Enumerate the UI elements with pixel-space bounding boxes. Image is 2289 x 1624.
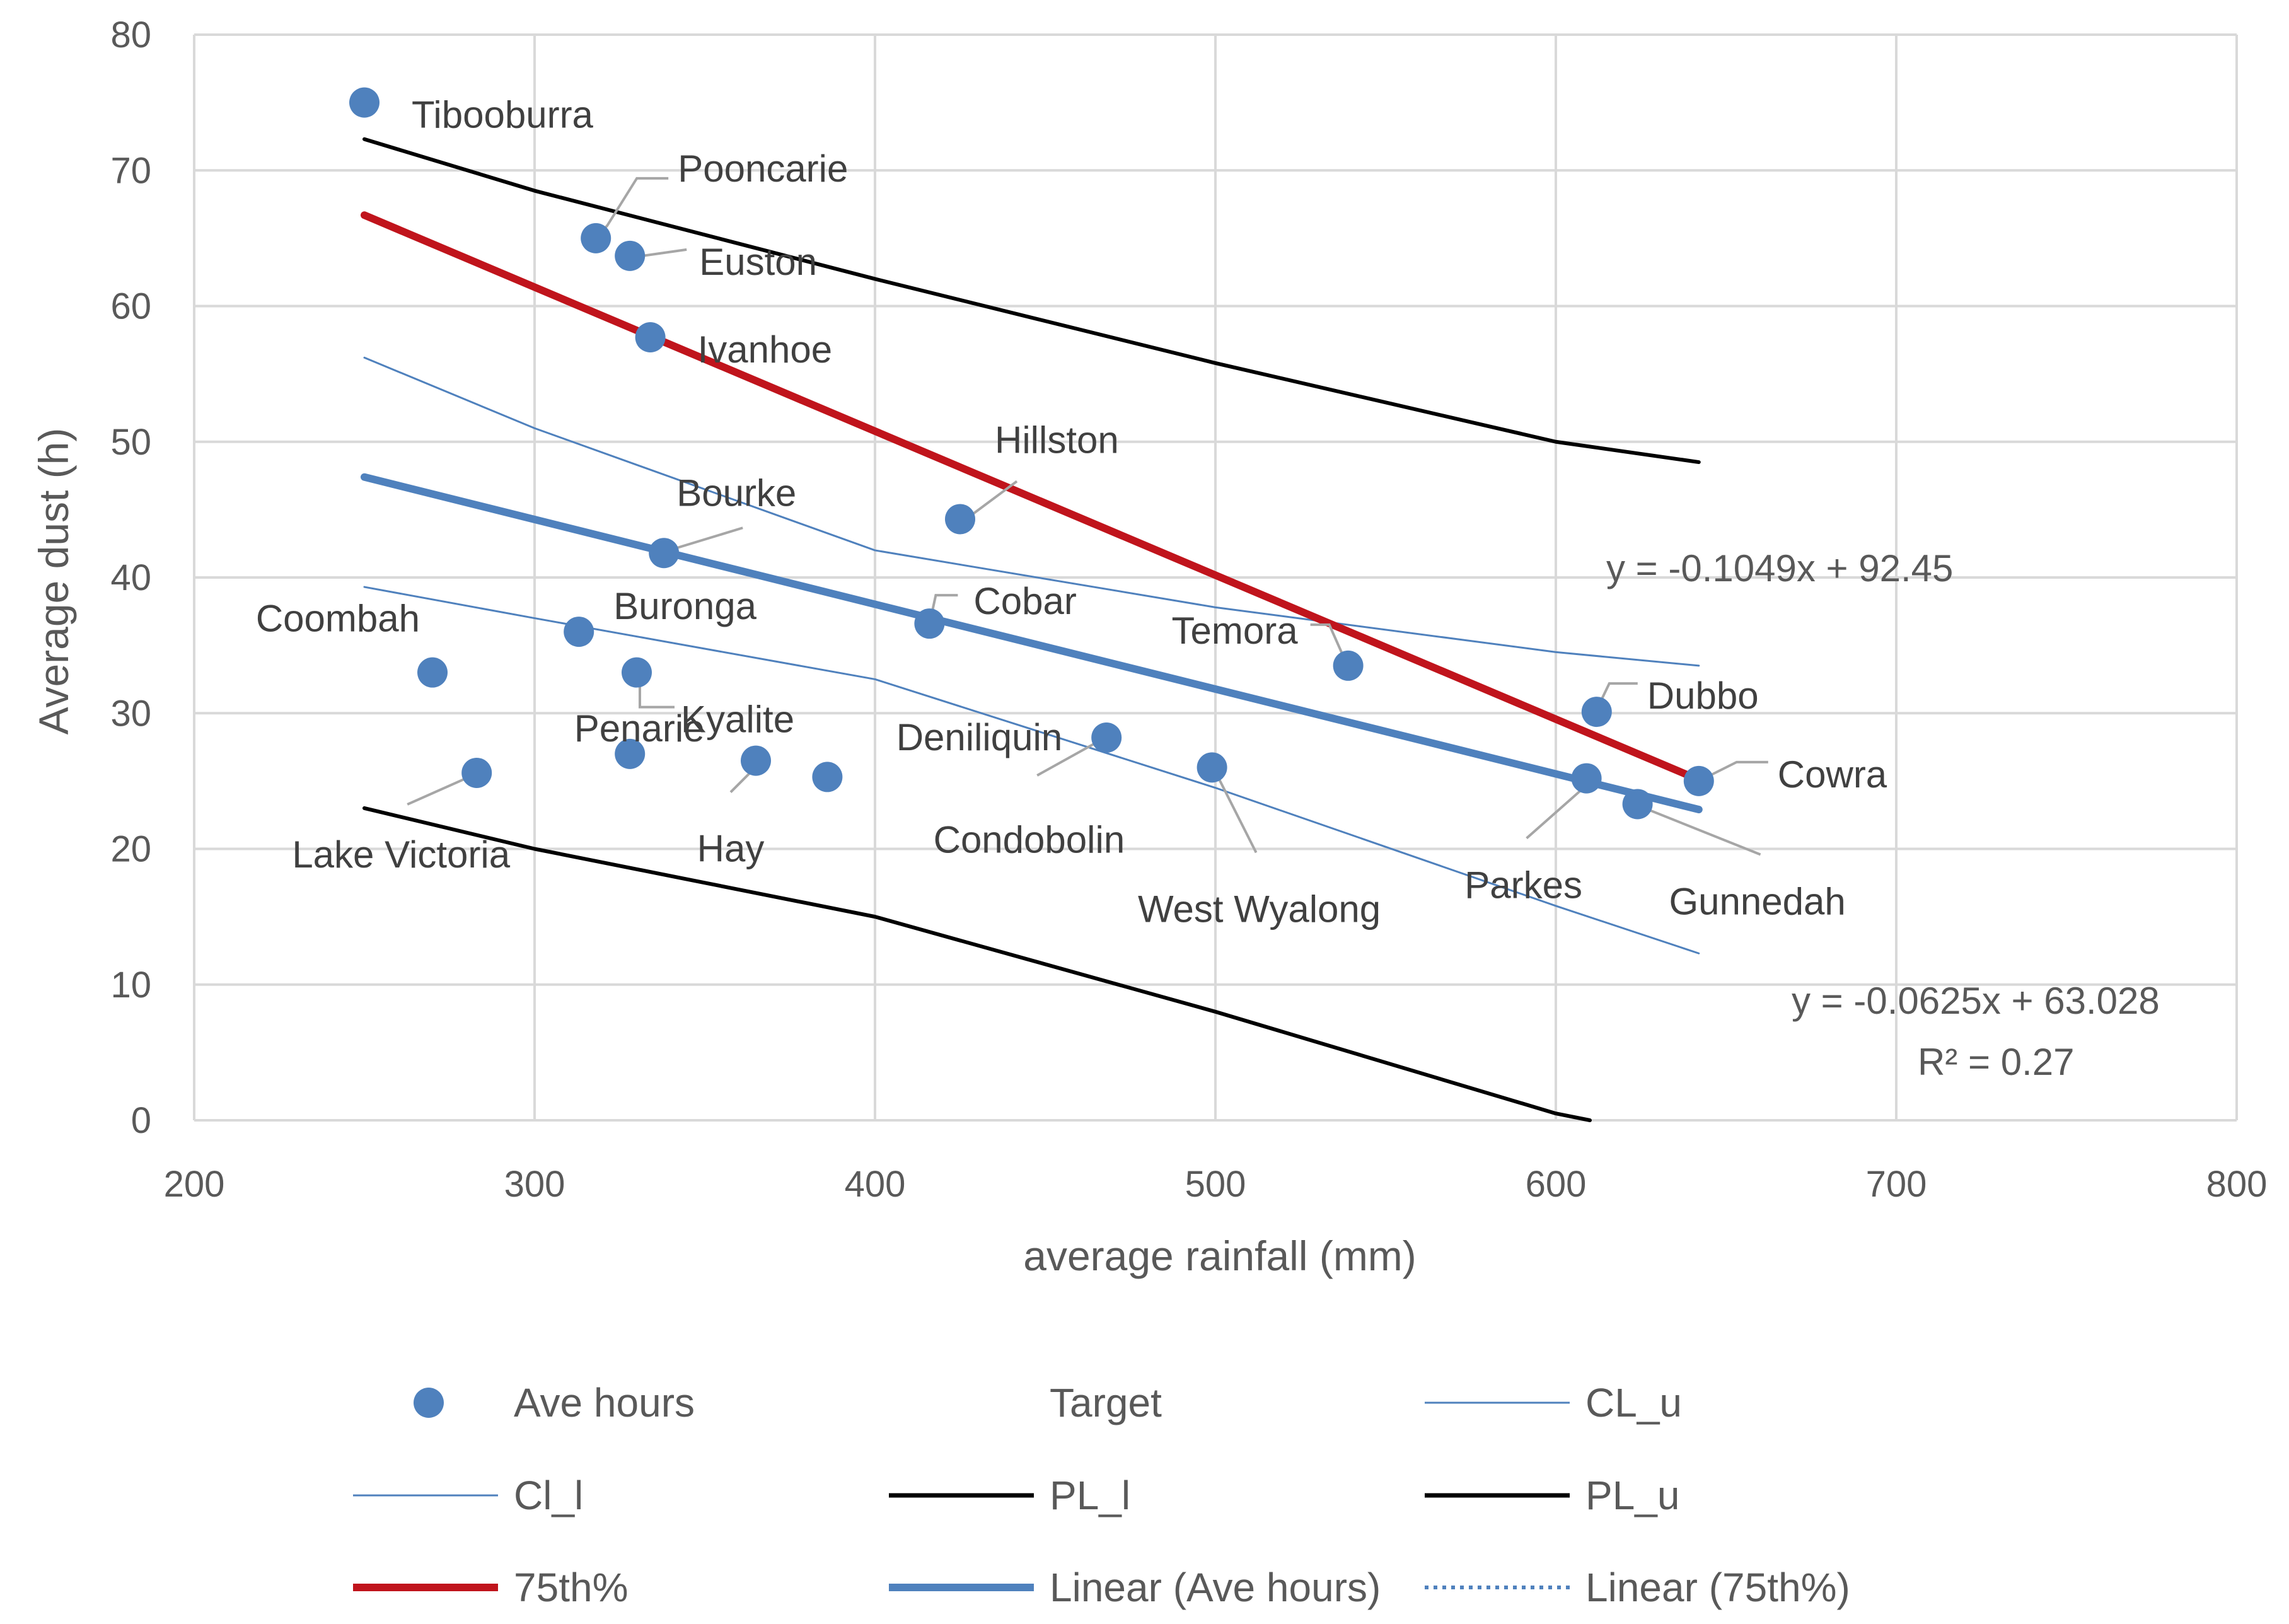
x-tick-label: 200 [164,1164,225,1205]
y-tick-label: 40 [110,557,151,598]
legend-item: PL_l [889,1473,1130,1518]
equation-linear: y = -0.0625x + 63.028 [1792,980,2160,1022]
legend-item: Linear (Ave hours) [889,1565,1381,1610]
point-label: Penarie [574,707,705,750]
y-tick-label: 10 [110,965,151,1006]
y-tick-label: 30 [110,693,151,734]
legend-item: Linear (75th%) [1425,1565,1850,1610]
data-point [1683,765,1714,796]
x-tick-label: 500 [1185,1164,1246,1205]
data-point [1197,752,1227,783]
series-75th [361,211,1703,784]
point-label: Lake Victoria [292,833,510,876]
data-point [622,657,652,688]
data-point [649,538,680,569]
point-label: Cobar [973,580,1076,622]
tick-labels: 200 300 400 500 600 700 800 0 10 20 30 40 50 60 70 80 [110,14,2267,1205]
equation-75th: y = -0.1049x + 92.45 [1606,547,1953,589]
legend-label: Linear (75th%) [1585,1565,1850,1610]
point-label: Tibooburra [412,94,594,136]
data-point [461,757,492,788]
data-point [417,657,448,688]
legend-label: Linear (Ave hours) [1050,1565,1381,1610]
y-tick-label: 0 [131,1100,151,1141]
legend-item: Cl_l [353,1473,583,1518]
data-point [1333,650,1364,681]
legend-label: Target [1050,1380,1162,1425]
x-tick-label: 400 [845,1164,906,1205]
legend-label: CL_u [1585,1380,1682,1425]
point-label: Condobolin [934,818,1125,861]
data-point [1571,763,1602,794]
legend-item: Ave hours [414,1380,695,1425]
r-squared: R² = 0.27 [1918,1041,2074,1083]
y-tick-label: 70 [110,150,151,191]
legend-label: Ave hours [514,1380,695,1425]
point-label: Deniliquin [896,716,1063,758]
series-cl-l [363,586,1700,954]
y-tick-label: 20 [110,829,151,870]
legend-label: PL_u [1585,1473,1679,1518]
x-axis-title: average rainfall (mm) [1023,1232,1417,1279]
x-tick-label: 700 [1866,1164,1927,1205]
point-label: Hay [697,828,765,870]
point-label: Euston [699,241,817,283]
series-linear-ave-hours [361,473,1703,814]
y-tick-label: 50 [110,422,151,463]
data-point [741,745,771,776]
point-label: Buronga [613,585,756,627]
data-point [1091,722,1122,753]
y-tick-label: 80 [110,14,151,55]
data-point [349,87,380,118]
data-point [635,322,666,353]
point-label: Dubbo [1647,675,1759,717]
legend-item: Target [1050,1380,1162,1425]
data-point [812,762,843,792]
data-point [564,617,594,647]
legend: Ave hours Target CL_u Cl_l PL_l PL_u 75th% Line… [353,1380,1850,1610]
legend-item: 75th% [353,1565,628,1610]
series-lines [361,137,1703,1122]
data-point [615,240,646,271]
point-label: Pooncarie [678,148,848,190]
legend-label: PL_l [1050,1473,1130,1518]
data-point [1581,697,1612,728]
point-labels: Tibooburra Pooncarie Euston Ivanhoe Hillston… [256,94,1887,931]
legend-label: 75th% [514,1565,628,1610]
x-tick-label: 800 [2206,1164,2268,1205]
y-tick-label: 60 [110,286,151,327]
data-point [581,223,611,253]
point-label: Coombah [256,598,420,640]
point-label: Cowra [1778,753,1887,796]
data-points [349,87,1714,820]
label-leaders [407,177,1768,856]
x-tick-label: 600 [1526,1164,1587,1205]
series-pl-u [362,137,1701,465]
point-label: Bourke [676,472,796,514]
point-label: Temora [1172,610,1299,652]
point-label: Ivanhoe [698,328,833,371]
data-point [914,608,945,639]
data-point [1622,789,1653,820]
legend-item: PL_u [1425,1473,1679,1518]
x-tick-label: 300 [504,1164,565,1205]
point-label: Parkes [1464,864,1582,907]
y-axis-title: Average dust (h) [30,428,77,735]
data-point [615,738,646,769]
series-cl-u [363,356,1700,667]
data-point [945,504,975,535]
legend-marker [414,1388,444,1418]
point-label: Gunnedah [1669,880,1845,922]
legend-item: CL_u [1425,1380,1682,1425]
point-label: Hillston [995,419,1119,461]
point-label: West Wyalong [1138,888,1381,930]
point-label: Kyalite [681,699,794,741]
legend-label: Cl_l [514,1473,583,1518]
series-pl-l [362,806,1592,1122]
